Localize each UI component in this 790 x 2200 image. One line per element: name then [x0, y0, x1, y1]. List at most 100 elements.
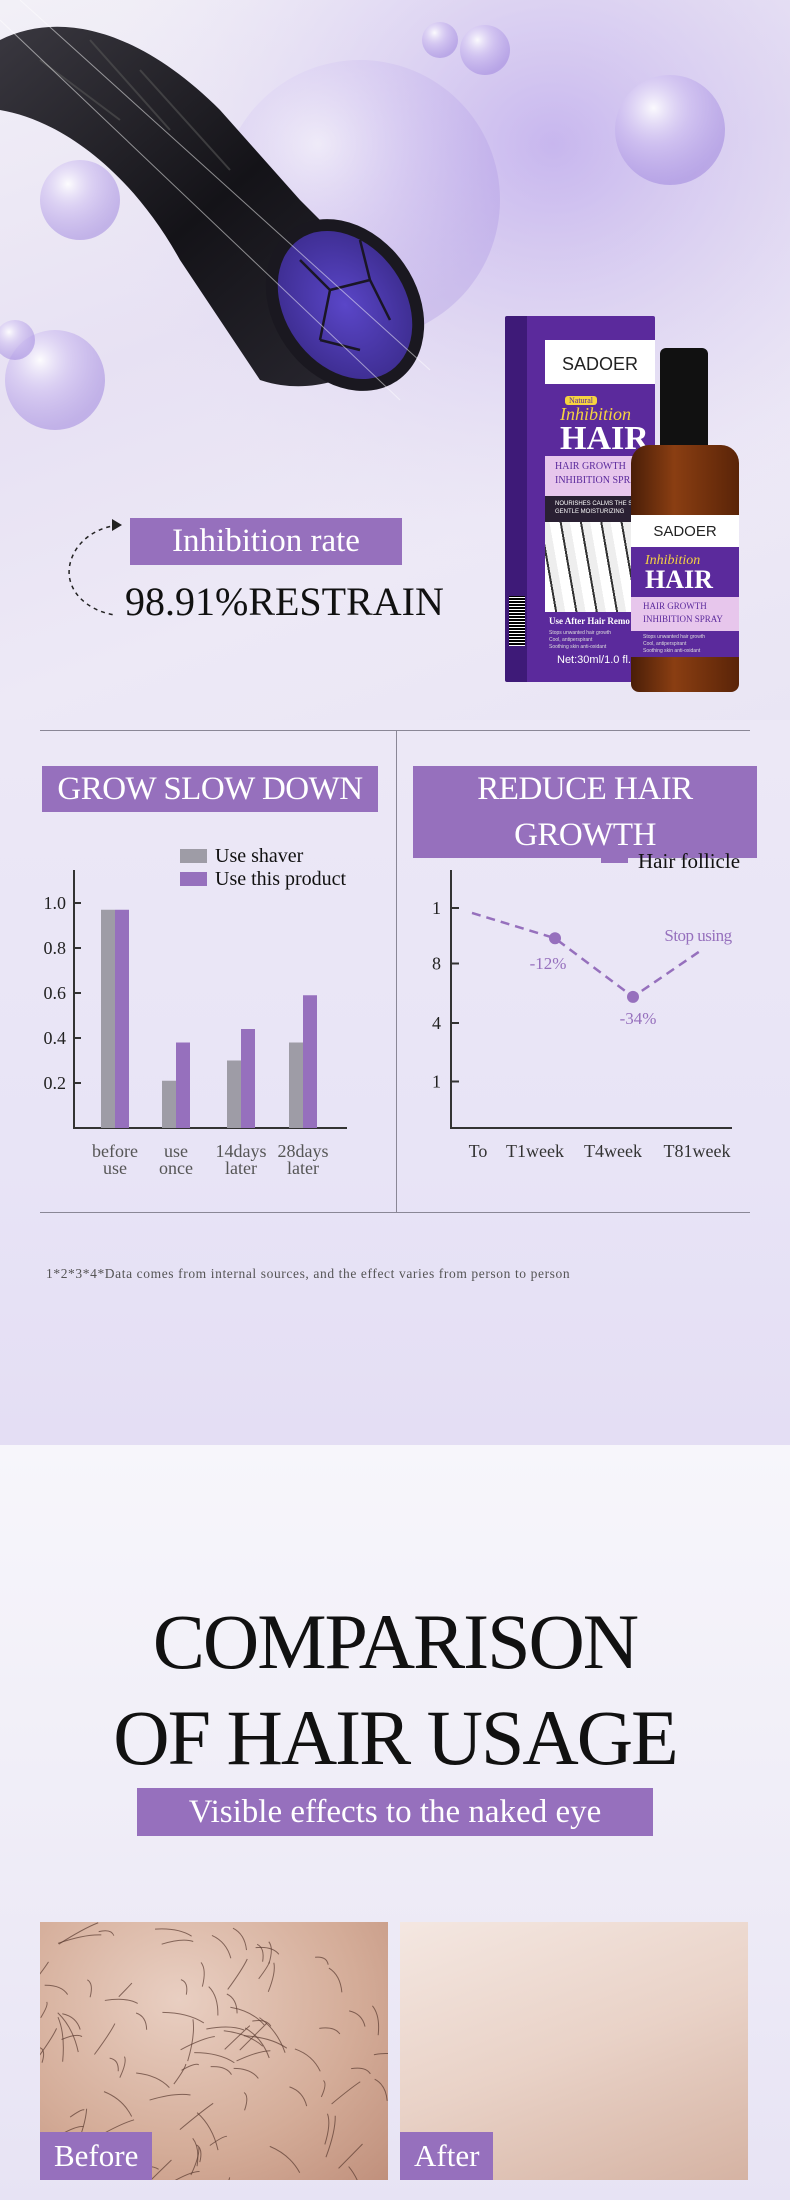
hair-strand — [40, 1961, 49, 1975]
bottle-subtitle: INHIBITION SPRAY — [643, 614, 723, 624]
series-line — [471, 911, 703, 999]
right-chart-title: REDUCE HAIR GROWTH — [413, 766, 757, 858]
barcode — [509, 596, 525, 646]
bottle-bullet: Stops unwanted hair growth — [643, 634, 705, 640]
axis — [73, 870, 347, 1129]
comparison-subtitle: Visible effects to the naked eye — [137, 1788, 653, 1836]
hair-strand — [239, 2022, 268, 2051]
bar-14days-later-0 — [227, 1060, 241, 1128]
hair-strand — [373, 2052, 388, 2056]
hair-strand — [211, 1934, 232, 1959]
comparison-title-line2: OF HAIR USAGE — [113, 1694, 678, 1781]
hair-strand — [62, 2013, 81, 2030]
hair-strand — [40, 2028, 58, 2056]
before-label: Before — [40, 2132, 153, 2180]
hair-strand — [244, 2027, 270, 2059]
bottle-script: Inhibition — [645, 553, 701, 568]
legend-label: Hair follicle — [638, 849, 740, 873]
bubble — [422, 22, 458, 58]
footnote: 1*2*3*4*Data comes from internal sources… — [46, 1266, 571, 1281]
annotation: -34% — [620, 1009, 657, 1028]
hair-strand — [173, 2063, 187, 2085]
hair-strand — [255, 1946, 280, 1955]
bar-use-once-0 — [162, 1080, 176, 1128]
hair-strand — [180, 2036, 215, 2051]
hair-strand — [161, 1939, 194, 1945]
left-chart-title: GROW SLOW DOWN — [42, 766, 378, 812]
hair-strand — [227, 1958, 248, 1990]
y-tick-label: 0.6 — [44, 983, 67, 1003]
legend-swatch — [180, 872, 207, 886]
curved-arrow-icon — [68, 524, 119, 616]
hair-strand — [40, 2001, 48, 2018]
hair-strand — [180, 1979, 188, 1995]
box-subtitle: INHIBITION SPRAY — [555, 475, 644, 486]
hair-strand — [104, 1998, 138, 2004]
box-brand: SADOER — [545, 340, 655, 384]
bottle-bullet: Soothing skin anti-oxidant — [643, 648, 701, 654]
hair-strand — [243, 2035, 288, 2049]
bubble — [0, 320, 35, 360]
box-bullet: Cool, antiperspirant — [549, 637, 593, 643]
hair-strand — [190, 2146, 200, 2176]
hair-strand — [135, 2012, 148, 2030]
divider — [40, 730, 750, 731]
hair-strand — [187, 2019, 195, 2062]
y-tick-label: 8 — [432, 954, 441, 974]
after-label: After — [400, 2132, 494, 2180]
legend-swatch — [180, 849, 207, 863]
hair-strand — [319, 2027, 341, 2035]
hair-strand — [236, 2050, 271, 2062]
hair-strand — [243, 2092, 248, 2111]
x-tick-label: 14days — [216, 1141, 267, 1161]
inhibition-rate-value: 98.91%RESTRAIN — [125, 579, 444, 624]
box-badge: Natural — [565, 396, 597, 405]
y-tick-label: 0.2 — [44, 1073, 67, 1093]
bubble — [40, 160, 120, 240]
bubble — [5, 330, 105, 430]
box-subtitle: HAIR GROWTH — [555, 461, 626, 472]
bar-14days-later-1 — [241, 1029, 255, 1128]
annotation: -12% — [530, 954, 567, 973]
divider — [40, 1212, 750, 1213]
x-tick-label: use — [164, 1141, 188, 1161]
hair-strand — [87, 1979, 92, 1998]
box-net: Net:30ml/1.0 fl. — [557, 654, 631, 666]
comparison-title-line1: COMPARISON — [152, 1598, 639, 1685]
hair-strand — [268, 1941, 272, 1964]
hair-strand — [40, 2047, 45, 2063]
hair-shaft-illustration — [0, 0, 790, 720]
bar-before-use-0 — [101, 909, 115, 1128]
hair-strand — [209, 2135, 227, 2146]
before-photo — [40, 1922, 388, 2180]
box-tagline: NOURISHES CALMS THE SKIN — [555, 501, 643, 507]
hair-strand — [109, 2057, 119, 2072]
legend-label: Use this product — [215, 868, 347, 890]
hair-strand — [196, 2112, 219, 2151]
hair-strand — [57, 2017, 64, 2062]
hair-strand — [192, 2138, 199, 2167]
bar-use-once-1 — [176, 1042, 190, 1128]
hair-strand — [150, 2159, 172, 2180]
hair-strand — [194, 2052, 235, 2064]
hair-strand — [58, 1922, 99, 1945]
y-tick-label: 0.4 — [44, 1028, 67, 1048]
box-bullet: Stops unwanted hair growth — [549, 630, 611, 636]
x-tick-label: T1week — [506, 1141, 564, 1161]
data-point — [549, 932, 561, 945]
y-tick-label: 1.0 — [44, 893, 67, 913]
hair-strand — [259, 2017, 286, 2053]
hair-strand — [44, 1984, 69, 1995]
y-tick-label: 1 — [432, 898, 441, 918]
hair-strand — [269, 2145, 301, 2173]
x-tick-label: T81week — [664, 1141, 731, 1161]
box-tagline: GENTLE MOISTURIZING — [555, 509, 625, 515]
hair-strand — [328, 1967, 343, 1993]
hair-strand — [320, 2080, 326, 2098]
bottle-word: HAIR — [645, 565, 713, 594]
box-bullet: Soothing skin anti-oxidant — [549, 644, 607, 650]
spray-bottle — [660, 348, 708, 448]
hair-strand — [289, 2086, 308, 2107]
hair-strand — [372, 2005, 380, 2036]
hair-strand — [149, 2093, 191, 2101]
